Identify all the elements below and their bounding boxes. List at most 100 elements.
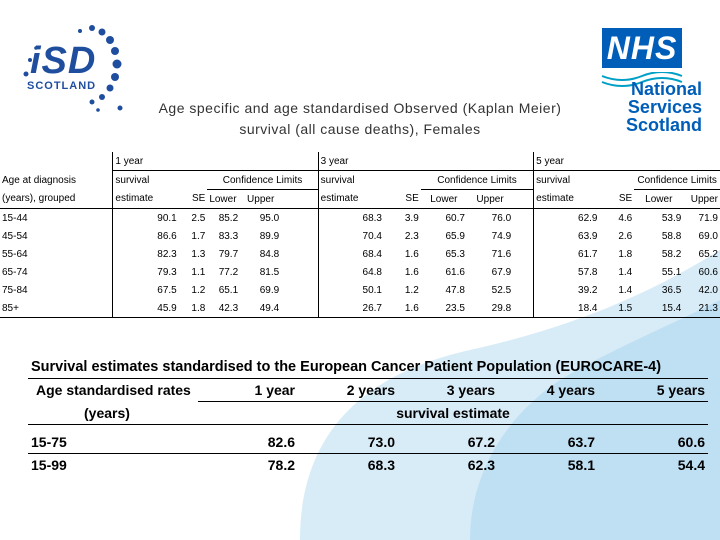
value-cell: 68.4 [317, 245, 390, 263]
header-year-1: 1 year [198, 378, 298, 402]
value-cell: 1.8 [184, 299, 208, 318]
value-cell: 64.8 [317, 263, 390, 281]
value-cell: 1.6 [404, 266, 419, 278]
header-lower-5: Lower [634, 189, 684, 209]
value-cell: 2.5 [191, 212, 206, 224]
table-row: 65-74 79.3 1.1 77.2 81.5 64.8 1.6 61.6 67.9 57.8 1… [0, 263, 720, 281]
age-specific-survival-table: 1 year 3 year 5 year Age at diagnosis su… [0, 152, 720, 318]
value-cell: 18.4 [533, 299, 606, 318]
value-cell: 2.3 [404, 230, 419, 242]
value-cell: 60.7 [445, 212, 465, 224]
header-year-3: 3 years [398, 378, 498, 402]
value-cell: 65.1 [218, 284, 239, 296]
value-cell: 1.4 [618, 266, 633, 278]
header-lower-3: Lower [420, 189, 467, 209]
value-cell: 65.2 [698, 248, 718, 260]
standardised-header-row-1: Age standardised rates 1 year 2 years 3 … [28, 378, 708, 402]
value-cell: 61.7 [533, 245, 606, 263]
header-1-year: 1 year [112, 152, 185, 171]
value-cell: 39.2 [533, 281, 606, 299]
survival-value-cell: 54.4 [677, 457, 705, 473]
header-upper-3: Upper [466, 189, 514, 209]
value-cell: 57.8 [533, 263, 606, 281]
value-cell: 61.6 [445, 266, 465, 278]
value-cell: 90.1 [112, 208, 185, 227]
table-row: 15-99 78.2 68.3 62.3 58.1 54.4 [28, 454, 708, 477]
header-upper-5: Upper [683, 189, 720, 209]
value-cell: 50.1 [317, 281, 390, 299]
header-year-4: 4 years [498, 378, 598, 402]
table-row: 45-54 86.6 1.7 83.3 89.9 70.4 2.3 65.9 74.9 63.9 2… [0, 227, 720, 245]
nhs-line-scotland: Scotland [625, 115, 702, 135]
value-cell: 1.4 [618, 284, 633, 296]
nhs-waves-icon [601, 72, 683, 87]
title-line-1: Age specific and age standardised Observ… [158, 100, 562, 116]
value-cell: 69.9 [259, 284, 280, 296]
value-cell: 42.0 [698, 284, 718, 296]
value-cell: 86.6 [112, 227, 185, 245]
value-cell: 36.5 [661, 284, 682, 296]
value-cell: 63.9 [533, 227, 606, 245]
survival-value-cell: 60.6 [598, 431, 708, 454]
value-cell: 29.8 [466, 299, 514, 318]
value-cell: 82.3 [112, 245, 185, 263]
standardised-table-title: Survival estimates standardised to the E… [28, 356, 708, 379]
standardised-title-row: Survival estimates standardised to the E… [28, 356, 708, 379]
header-upper-1: Upper [240, 189, 282, 209]
value-cell: 71.9 [698, 212, 718, 224]
nhs-badge: NHS [602, 28, 682, 68]
value-cell: 23.5 [420, 299, 467, 318]
value-cell: 67.5 [112, 281, 185, 299]
header-se-1: SE [184, 189, 208, 209]
value-cell: 60.6 [698, 266, 718, 278]
value-cell: 1.2 [404, 284, 419, 296]
header-age-at-diagnosis: Age at diagnosis [2, 174, 76, 186]
value-cell: 70.4 [317, 227, 390, 245]
survival-value-cell: 82.6 [198, 431, 298, 454]
header-row-3: (years), grouped estimate SE Lower Upper… [0, 189, 720, 209]
page-title: Age specific and age standardised Observ… [100, 98, 620, 140]
value-cell: 1.7 [191, 230, 206, 242]
table-row: 15-44 90.1 2.5 85.2 95.0 68.3 3.9 60.7 76.0 62.9 4… [0, 208, 720, 227]
header-cl-1: Confidence Limits [207, 170, 319, 190]
value-cell: 85.2 [218, 212, 239, 224]
header-year-2: 2 years [298, 378, 398, 402]
value-cell: 84.8 [259, 248, 280, 260]
value-cell: 15.4 [634, 299, 684, 318]
isd-dots-icon [23, 25, 123, 112]
survival-value-cell: 68.3 [367, 457, 395, 473]
value-cell: 42.3 [207, 299, 241, 318]
nhs-logo: NHS National Services Scotland [592, 28, 702, 136]
header-survival-estimate: survival estimate [198, 401, 708, 425]
header-row-1: 1 year 3 year 5 year [0, 152, 720, 171]
value-cell: 55.1 [661, 266, 682, 278]
value-cell: 68.3 [317, 208, 390, 227]
value-cell: 1.5 [605, 299, 635, 318]
value-cell: 71.6 [491, 248, 512, 260]
table-row: 75-84 67.5 1.2 65.1 69.9 50.1 1.2 47.8 52.5 39.2 1… [0, 281, 720, 299]
header-estimate-3: estimate [317, 189, 390, 209]
header-survival-5: survival [533, 170, 606, 190]
header-row-2: Age at diagnosis survival Confidence Lim… [0, 170, 720, 190]
value-cell: 3.9 [404, 212, 419, 224]
value-cell: 79.3 [112, 263, 185, 281]
value-cell: 47.8 [445, 284, 465, 296]
age-range-cell: 15-75 [28, 431, 198, 454]
header-estimate-5: estimate [533, 189, 606, 209]
value-cell: 69.0 [698, 230, 718, 242]
header-3-year: 3 year [317, 152, 390, 171]
value-cell: 58.2 [661, 248, 682, 260]
title-line-2: survival (all cause deaths), Females [239, 121, 481, 137]
value-cell: 52.5 [491, 284, 512, 296]
survival-value-cell: 73.0 [298, 431, 398, 454]
value-cell: 95.0 [259, 212, 280, 224]
header-lower-1: Lower [207, 189, 241, 209]
survival-value-cell: 67.2 [398, 431, 498, 454]
header-age-standardised-rates: Age standardised rates [36, 382, 191, 399]
value-cell: 53.9 [661, 212, 682, 224]
value-cell: 1.8 [618, 248, 633, 260]
value-cell: 1.1 [191, 266, 206, 278]
value-cell: 1.6 [389, 299, 421, 318]
isd-main-text: iSD [30, 40, 97, 82]
isd-scotland-logo: iSD SCOTLAND [22, 22, 142, 114]
